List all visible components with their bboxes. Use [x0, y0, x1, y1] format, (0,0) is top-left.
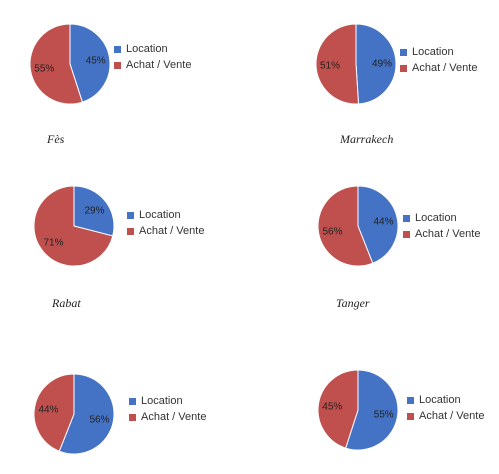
- legend-label-achat-vente: Achat / Vente: [141, 411, 207, 423]
- legend-label-location: Location: [141, 395, 183, 407]
- legend-5: Location Achat / Vente: [129, 393, 206, 425]
- pie-slice-achat-vente: [29, 23, 83, 105]
- city-label-tanger: Tanger: [336, 296, 370, 310]
- legend-label-location: Location: [126, 43, 168, 55]
- legend-item-achat-vente: Achat / Vente: [127, 223, 204, 239]
- legend-swatch-location: [403, 214, 410, 222]
- data-label-achat-vente: 56%: [322, 226, 342, 237]
- pie-fes: 45% 55%: [29, 23, 111, 105]
- data-label-location: 49%: [372, 59, 392, 70]
- pie-tanger: 44% 56%: [317, 185, 399, 267]
- data-label-achat-vente: 55%: [34, 64, 54, 75]
- legend-swatch-achat-vente: [129, 413, 136, 421]
- pie-slice-location: [357, 185, 399, 264]
- legend-item-location: Location: [400, 44, 477, 60]
- legend-label-achat-vente: Achat / Vente: [412, 62, 478, 74]
- legend-item-location: Location: [127, 207, 204, 223]
- legend-item-location: Location: [114, 41, 191, 57]
- legend-label-location: Location: [139, 209, 181, 221]
- legend-label-location: Location: [419, 394, 461, 406]
- legend-item-achat-vente: Achat / Vente: [407, 408, 484, 424]
- legend-label-location: Location: [412, 46, 454, 58]
- data-label-location: 44%: [373, 217, 393, 228]
- data-label-achat-vente: 45%: [322, 401, 342, 412]
- legend-swatch-achat-vente: [114, 61, 121, 69]
- pie-chart-rabat: 29% 71% Location Achat / Vente: [24, 176, 234, 286]
- legend-swatch-location: [400, 48, 407, 56]
- data-label-location: 56%: [89, 414, 109, 425]
- pie-slice-achat-vente: [33, 185, 114, 267]
- pie-slice-location: [73, 185, 115, 237]
- legend-item-location: Location: [403, 210, 480, 226]
- pie-5: 56% 44%: [33, 373, 115, 455]
- legend-swatch-achat-vente: [127, 227, 134, 235]
- legend-tanger: Location Achat / Vente: [403, 210, 480, 242]
- legend-item-achat-vente: Achat / Vente: [403, 226, 480, 242]
- legend-label-achat-vente: Achat / Vente: [415, 228, 481, 240]
- legend-label-achat-vente: Achat / Vente: [139, 225, 205, 237]
- legend-marrakech: Location Achat / Vente: [400, 44, 477, 76]
- pie-chart-marrakech: 49% 51% Location Achat / Vente: [306, 14, 499, 124]
- legend-label-achat-vente: Achat / Vente: [419, 410, 485, 422]
- pie-chart-6: 55% 45% Location Achat / Vente: [308, 360, 499, 470]
- legend-item-achat-vente: Achat / Vente: [400, 60, 477, 76]
- pie-chart-5: 56% 44% Location Achat / Vente: [24, 364, 234, 474]
- pie-6: 55% 45%: [317, 369, 399, 451]
- pie-slice-location: [355, 23, 397, 105]
- legend-swatch-location: [129, 397, 136, 405]
- legend-item-achat-vente: Achat / Vente: [129, 409, 206, 425]
- legend-item-achat-vente: Achat / Vente: [114, 57, 191, 73]
- pie-slice-achat-vente: [317, 185, 374, 267]
- legend-swatch-location: [127, 211, 134, 219]
- data-label-achat-vente: 44%: [38, 405, 58, 416]
- legend-item-location: Location: [129, 393, 206, 409]
- legend-item-location: Location: [407, 392, 484, 408]
- data-label-achat-vente: 51%: [320, 60, 340, 71]
- legend-rabat: Location Achat / Vente: [127, 207, 204, 239]
- data-label-location: 29%: [84, 206, 104, 217]
- data-label-location: 45%: [86, 55, 106, 66]
- pie-rabat: 29% 71%: [33, 185, 115, 267]
- legend-swatch-location: [407, 396, 414, 404]
- pie-slice-location: [69, 23, 111, 103]
- city-label-marrakech: Marrakech: [340, 132, 394, 146]
- data-label-achat-vente: 71%: [43, 237, 63, 248]
- city-label-fes: Fès: [47, 132, 65, 146]
- legend-swatch-achat-vente: [407, 412, 414, 420]
- legend-6: Location Achat / Vente: [407, 392, 484, 424]
- legend-swatch-location: [114, 45, 121, 53]
- city-label-rabat: Rabat: [52, 296, 81, 310]
- pie-marrakech: 49% 51%: [315, 23, 397, 105]
- data-label-location: 55%: [374, 410, 394, 421]
- legend-label-achat-vente: Achat / Vente: [126, 59, 192, 71]
- pie-chart-fes: 45% 55% Location Achat / Vente: [20, 14, 230, 124]
- pie-chart-tanger: 44% 56% Location Achat / Vente: [308, 176, 499, 286]
- legend-label-location: Location: [415, 212, 457, 224]
- legend-fes: Location Achat / Vente: [114, 41, 191, 73]
- pie-slice-achat-vente: [315, 23, 360, 105]
- legend-swatch-achat-vente: [403, 230, 410, 238]
- legend-swatch-achat-vente: [400, 64, 407, 72]
